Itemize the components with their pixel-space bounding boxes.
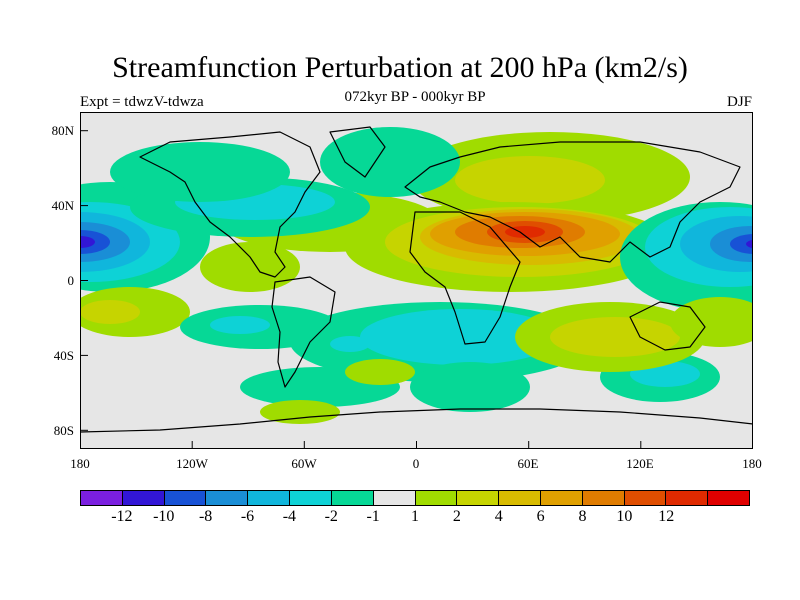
colorbar-swatch [499, 491, 541, 505]
lon-label-180w: 180 [70, 456, 90, 471]
colorbar-swatch [248, 491, 291, 505]
colorbar-swatch [206, 491, 249, 505]
lon-label-120e: 120E [626, 456, 654, 471]
lon-label-120w: 120W [176, 456, 208, 471]
lat-label-80s: 80S [53, 423, 74, 438]
colorbar-label: -8 [198, 508, 213, 525]
colorbar-label: 1 [411, 508, 419, 525]
colorbar-swatch [164, 491, 207, 505]
colorbar-label: 12 [658, 508, 675, 525]
colorbar-label: 4 [494, 508, 503, 525]
lat-label-equator: 0 [67, 273, 75, 288]
lat-label-40s: 40S [53, 348, 74, 363]
colorbar-swatch [457, 491, 500, 505]
lat-label-40n: 40N [51, 198, 74, 213]
colorbar-label: -6 [240, 508, 255, 525]
chart-subtitle: 072kyr BP - 000kyr BP [344, 89, 486, 105]
experiment-label: Expt = tdwzV-tdwza [80, 94, 204, 110]
colorbar-swatch [582, 491, 625, 505]
colorbar-label: -4 [282, 508, 297, 525]
asia-positive-maximum [345, 202, 675, 292]
season-label: DJF [726, 94, 752, 110]
colorbar-label: 6 [536, 508, 545, 525]
colorbar-label: -12 [111, 508, 133, 525]
west-pacific-negative [620, 202, 753, 312]
greenland-outline [329, 126, 386, 178]
colorbar-swatch [415, 491, 458, 505]
eurasia-outline [404, 141, 741, 263]
colorbar-label: 2 [452, 508, 461, 525]
north-atlantic-negative [110, 127, 460, 202]
colorbar-label: -1 [366, 508, 380, 525]
colorbar-swatch [81, 491, 123, 505]
colorbar-label: -2 [324, 508, 338, 525]
colorbar-swatch [331, 491, 374, 505]
chart-title: Streamfunction Perturbation at 200 hPa (… [112, 51, 688, 84]
lon-label-60w: 60W [291, 456, 317, 471]
coastlines [80, 126, 753, 433]
tropical-pacific-positive [80, 242, 300, 337]
colorbar-swatch [122, 491, 165, 505]
colorbar-swatch [290, 491, 332, 505]
antarctica-outline [80, 408, 753, 433]
south-america-outline [271, 276, 336, 388]
colorbar-label: -10 [153, 508, 175, 525]
colorbar-label: 8 [578, 508, 587, 525]
southern-positive-centres [260, 297, 753, 424]
tick-marks [80, 130, 642, 449]
lon-label-60e: 60E [517, 456, 539, 471]
lon-label-0: 0 [412, 456, 420, 471]
colorbar-swatch [540, 491, 583, 505]
africa-outline [409, 211, 521, 345]
lat-label-80n: 80N [51, 123, 74, 138]
colorbar-label: 10 [616, 508, 633, 525]
colorbar-swatch [666, 491, 709, 505]
colorbar-swatch [373, 491, 416, 505]
colorbar [80, 490, 750, 506]
australia-outline [629, 301, 706, 351]
colorbar-swatch [624, 491, 667, 505]
lon-label-180e: 180 [742, 456, 762, 471]
colorbar-swatch [708, 491, 749, 505]
north-america-outline [139, 131, 321, 278]
map-plot [80, 112, 753, 449]
